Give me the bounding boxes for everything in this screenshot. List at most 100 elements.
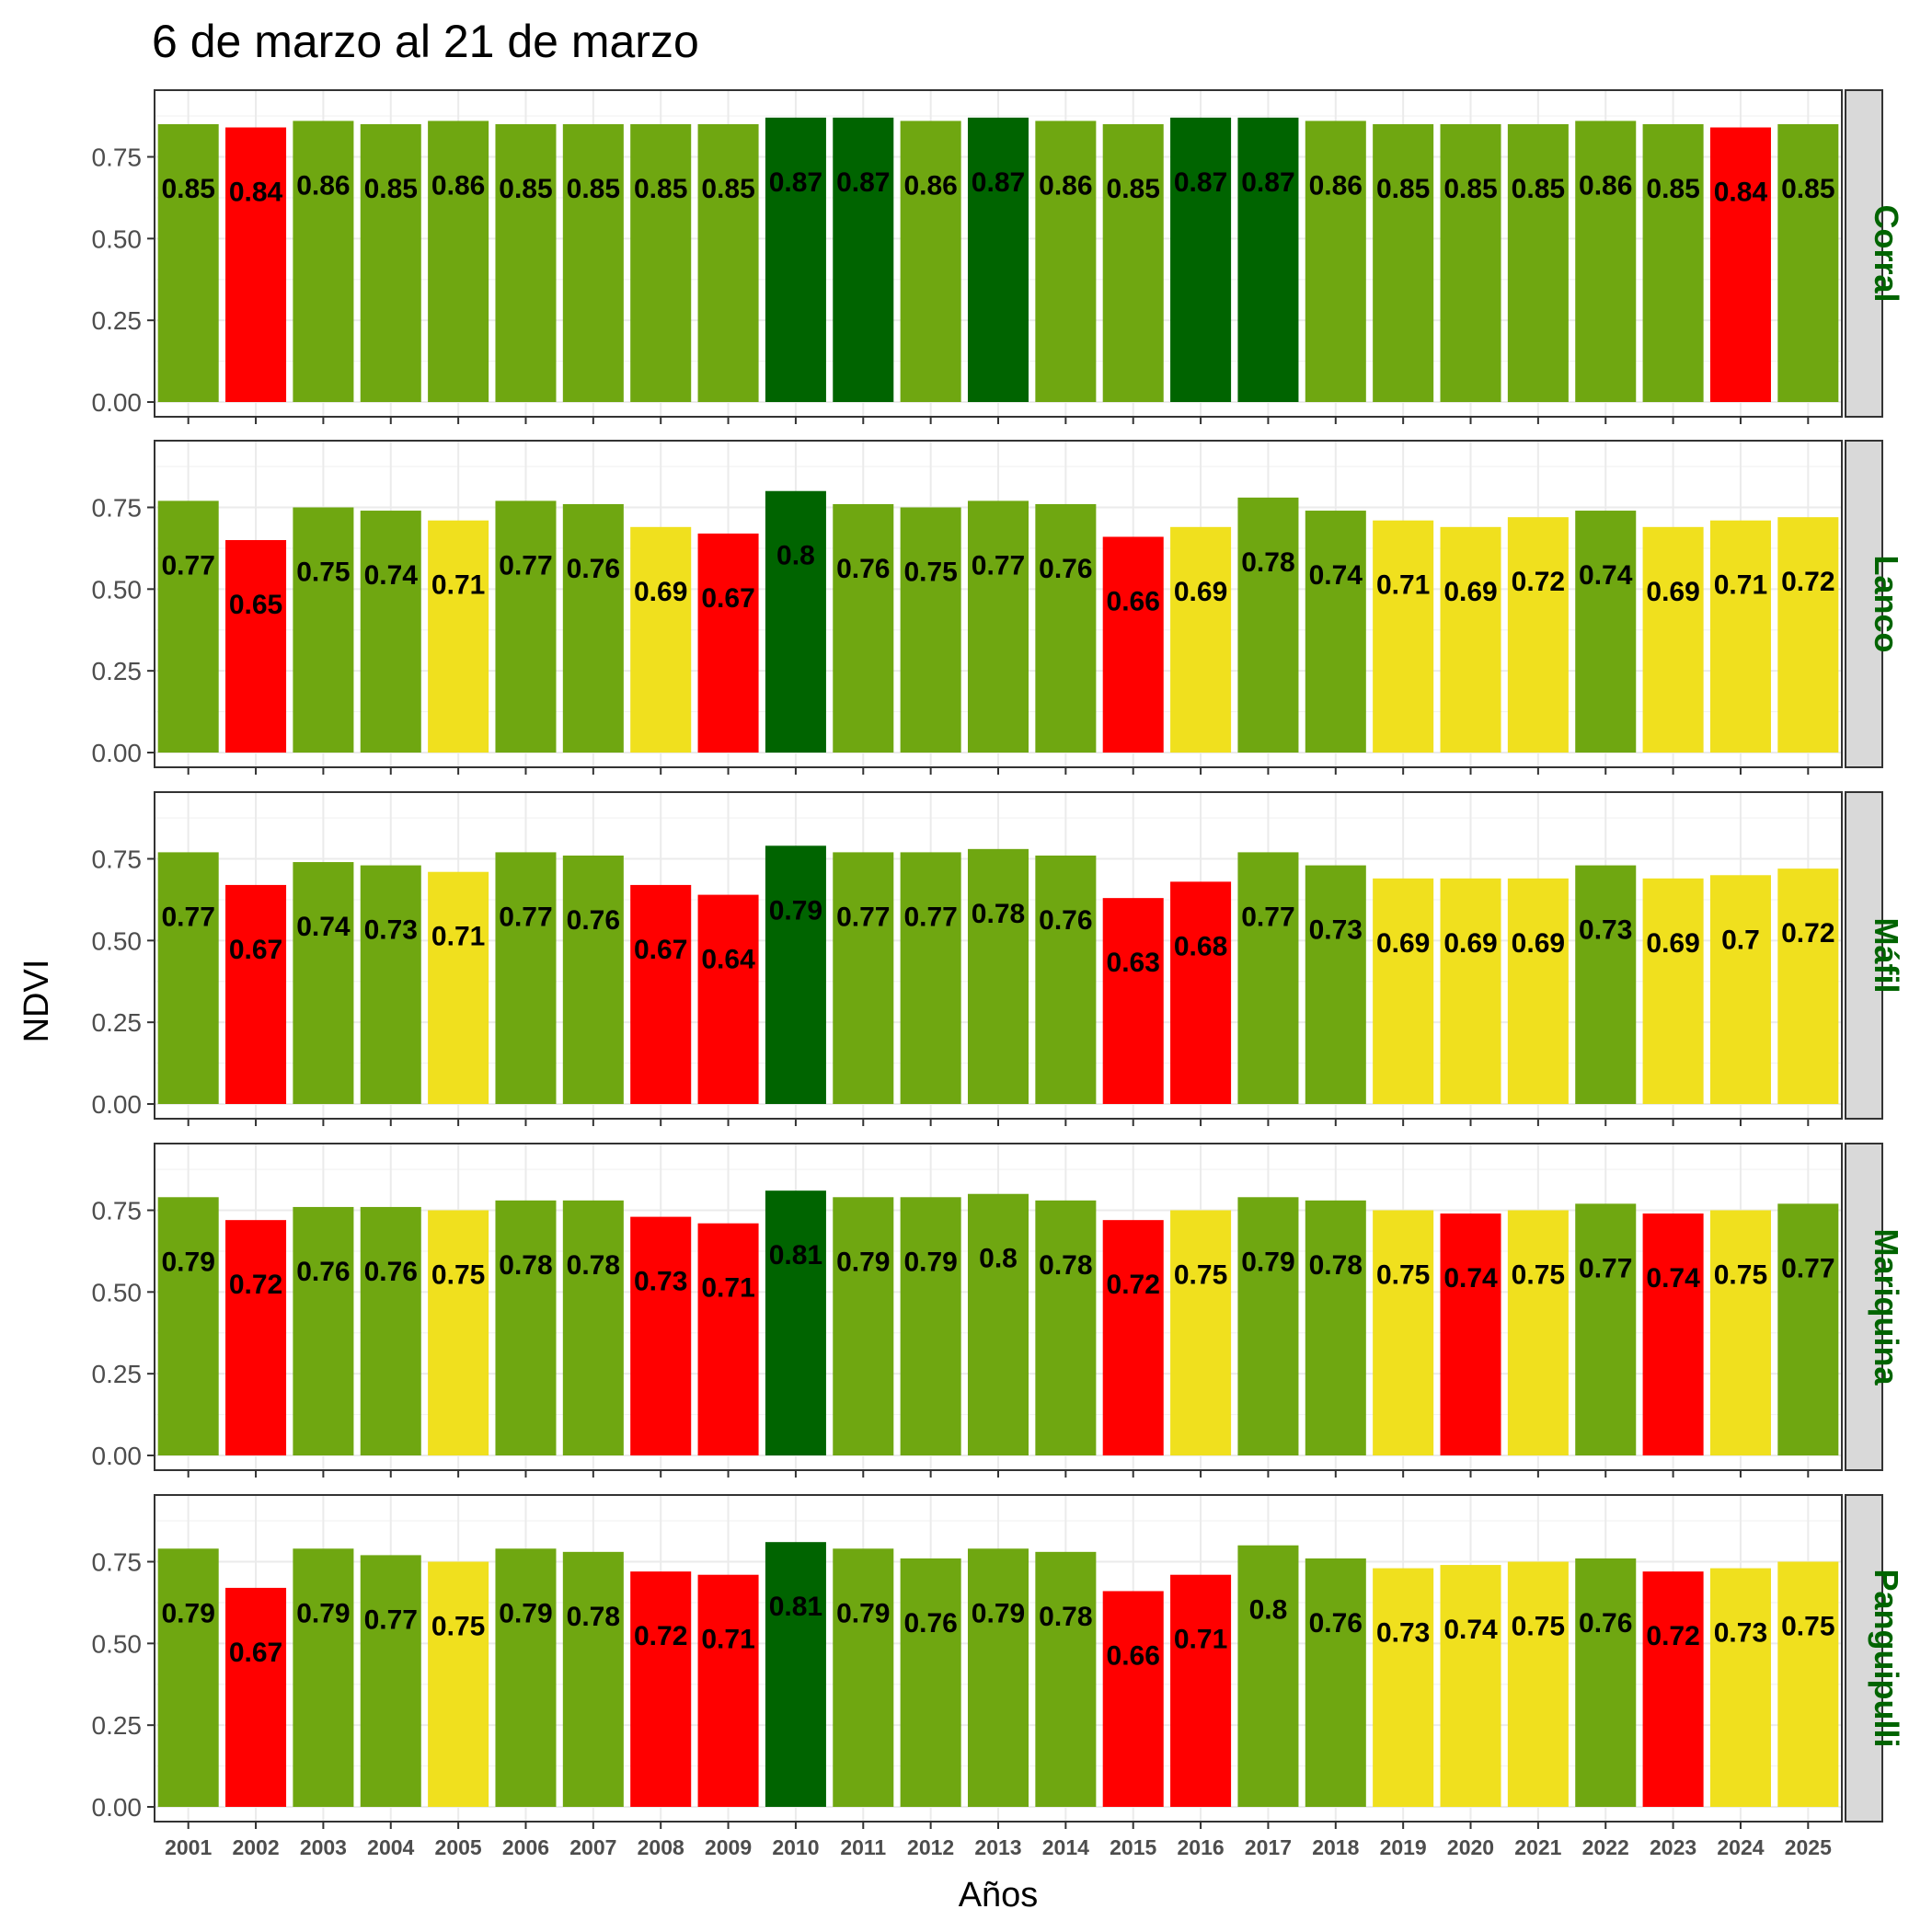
bar-lanco-2010 [765,490,826,753]
bar-value-label: 0.75 [1512,1611,1565,1641]
bar-value-label: 0.78 [1039,1602,1092,1632]
bar-panguipulli-2023 [1642,1571,1704,1807]
x-tick-label: 2013 [974,1835,1021,1859]
bar-value-label: 0.81 [769,1240,822,1271]
x-axis-title: Años [959,1876,1039,1915]
bar-value-label: 0.76 [903,1608,957,1639]
y-tick-label: 0.50 [92,224,143,253]
bar-panguipulli-2018 [1305,1558,1366,1807]
bar-mariquina-2024 [1709,1210,1771,1455]
bar-value-label: 0.85 [1512,174,1565,204]
bar-value-label: 0.76 [567,905,620,936]
chart-title: 6 de marzo al 21 de marzo [152,16,699,67]
bar-mariquina-2006 [495,1200,557,1455]
bar-máfil-2001 [157,852,219,1104]
bar-value-label: 0.85 [634,174,687,204]
bar-value-label: 0.74 [296,912,351,942]
y-tick-label: 0.25 [92,1711,143,1740]
bar-corral-2005 [428,121,489,402]
bar-máfil-2019 [1373,878,1434,1104]
x-tick-label: 2015 [1110,1835,1156,1859]
bar-value-label: 0.78 [567,1602,620,1632]
bar-value-label: 0.79 [769,895,822,926]
bar-value-label: 0.73 [634,1267,687,1297]
y-tick-label: 0.25 [92,1008,143,1037]
bar-value-label: 0.71 [431,922,485,952]
bar-máfil-2014 [1035,855,1097,1104]
bar-value-label: 0.76 [296,1257,350,1287]
bar-lanco-2018 [1305,511,1366,753]
bar-lanco-2006 [495,500,557,753]
bar-value-label: 0.87 [1174,167,1227,198]
bar-lanco-2002 [225,540,287,753]
bar-mariquina-2009 [697,1223,759,1455]
y-axis-title: NDVI [17,960,56,1043]
bar-lanco-2025 [1777,517,1839,753]
bar-lanco-2019 [1373,520,1434,753]
bar-value-label: 0.67 [229,935,282,965]
bar-value-label: 0.78 [499,1250,552,1281]
bar-mariquina-2019 [1373,1210,1434,1455]
bar-value-label: 0.74 [1579,560,1633,591]
bar-panguipulli-2012 [900,1558,961,1807]
bar-mariquina-2003 [293,1206,354,1455]
bar-panguipulli-2015 [1102,1591,1164,1807]
bar-lanco-2017 [1237,497,1299,753]
x-tick-label: 2020 [1447,1835,1494,1859]
bar-máfil-2018 [1305,865,1366,1104]
bar-máfil-2013 [967,848,1029,1104]
bar-value-label: 0.73 [1579,915,1632,946]
bar-value-label: 0.77 [499,550,552,581]
bar-value-label: 0.75 [1781,1611,1834,1641]
bar-panguipulli-2009 [697,1574,759,1807]
bar-value-label: 0.77 [836,902,890,932]
bar-value-label: 0.71 [701,1625,754,1655]
bar-máfil-2012 [900,852,961,1104]
bar-value-label: 0.76 [1309,1608,1363,1639]
bar-value-label: 0.74 [364,560,419,591]
bar-corral-2010 [765,117,826,402]
bar-lanco-2011 [833,503,894,753]
x-tick-label: 2011 [840,1835,886,1859]
bar-lanco-2015 [1102,536,1164,753]
bar-corral-2013 [967,117,1029,402]
bar-value-label: 0.86 [903,170,957,201]
bar-máfil-2024 [1709,875,1771,1104]
bar-corral-2016 [1170,117,1232,402]
bar-máfil-2022 [1575,865,1637,1104]
bar-panguipulli-2025 [1777,1561,1839,1807]
bar-panguipulli-2001 [157,1548,219,1807]
bar-mariquina-2020 [1440,1213,1501,1455]
bar-value-label: 0.76 [1579,1608,1632,1639]
x-tick-label: 2010 [772,1835,819,1859]
y-tick-label: 0.25 [92,1360,143,1388]
bar-value-label: 0.75 [296,557,350,587]
bar-corral-2022 [1575,121,1637,402]
bar-value-label: 0.73 [1309,915,1363,946]
bar-corral-2007 [562,123,624,403]
bar-máfil-2007 [562,855,624,1104]
y-tick-label: 0.25 [92,657,143,685]
x-tick-label: 2023 [1650,1835,1696,1859]
bar-lanco-2013 [967,500,1029,753]
bar-máfil-2025 [1777,868,1839,1104]
x-axis: 2001 2002 2003 2004 2005 2006 2007 2008 2009 2010… [165,1835,1832,1859]
bar-lanco-2023 [1642,526,1704,753]
bar-panguipulli-2011 [833,1548,894,1807]
bar-panguipulli-2019 [1373,1568,1434,1807]
bar-value-label: 0.68 [1174,931,1227,961]
x-tick-label: 2004 [367,1835,414,1859]
bar-value-label: 0.75 [903,557,957,587]
bar-value-label: 0.85 [1107,174,1160,204]
bar-value-label: 0.78 [1241,547,1294,578]
bar-corral-2024 [1709,127,1771,402]
panel-lanco: 0.77 0.65 0.75 0.74 0.71 0.77 0.76 0.69 0.67 0.8 0… [92,440,1905,775]
bar-value-label: 0.86 [296,170,350,201]
bar-value-label: 0.85 [701,174,754,204]
bar-value-label: 0.78 [972,899,1025,929]
bar-lanco-2012 [900,507,961,753]
bar-value-label: 0.85 [161,174,214,204]
bar-panguipulli-2013 [967,1548,1029,1807]
bar-mariquina-2016 [1170,1210,1232,1455]
bar-máfil-2016 [1170,881,1232,1104]
